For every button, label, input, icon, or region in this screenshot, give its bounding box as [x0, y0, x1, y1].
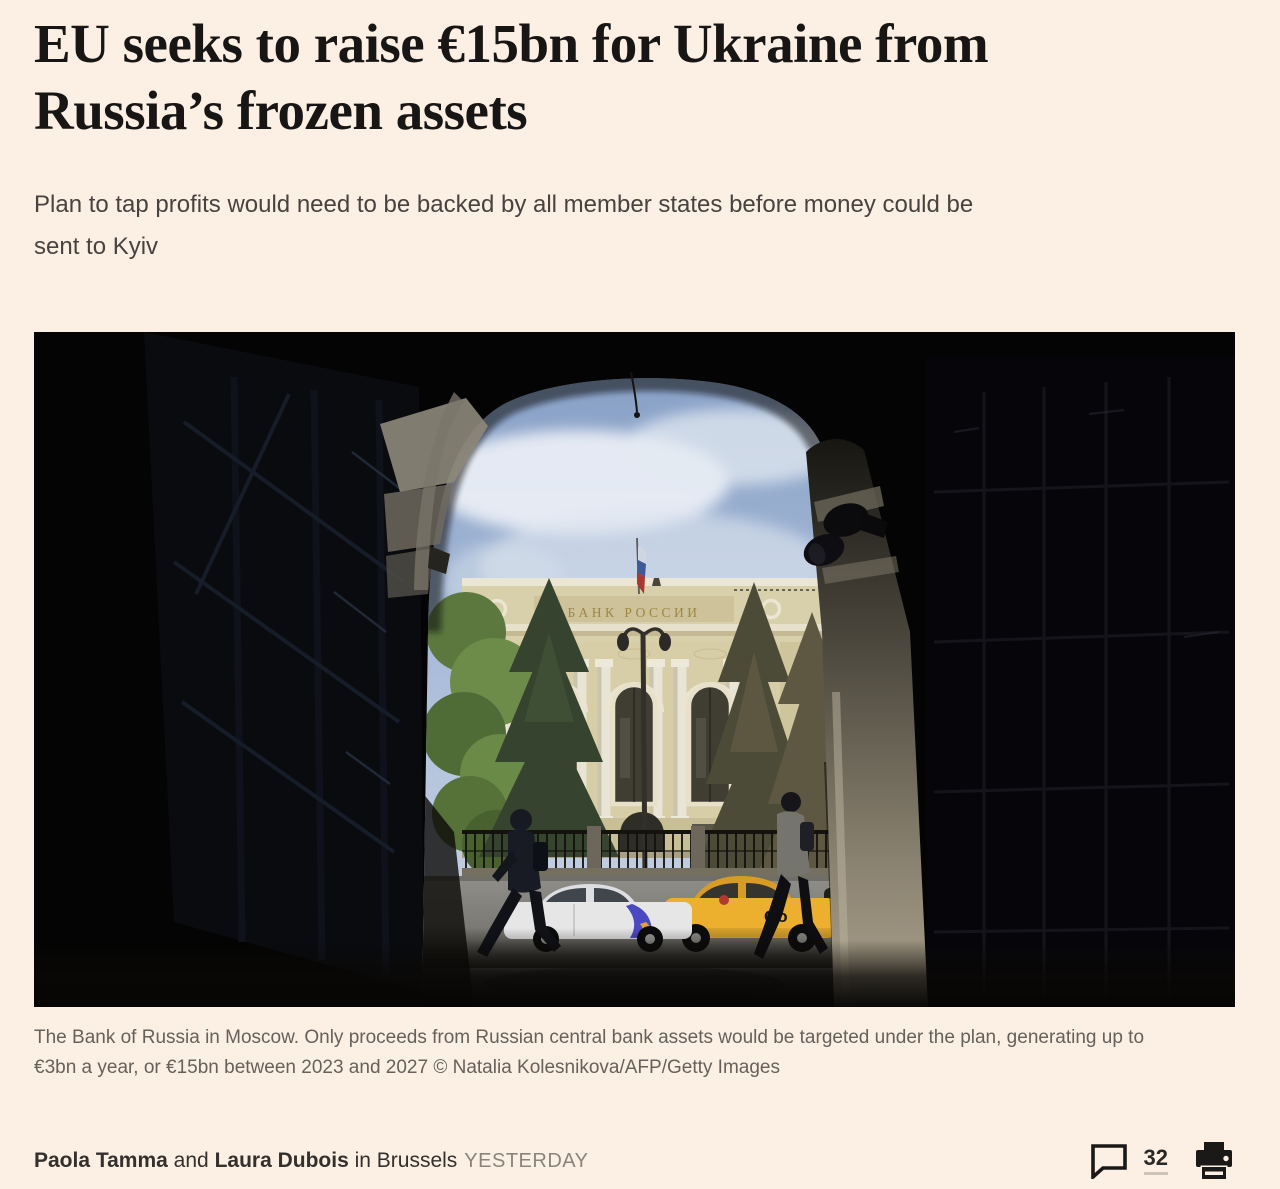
print-button[interactable]	[1194, 1141, 1235, 1180]
article-image: БАНК РОССИИ	[34, 332, 1235, 1007]
foreground-shadow	[34, 940, 1235, 1007]
bank-sign-text: БАНК РОССИИ	[567, 605, 700, 620]
printer-icon	[1196, 1142, 1232, 1179]
author-link-paola-tamma[interactable]: Paola Tamma	[34, 1148, 168, 1172]
bank-of-russia-photo: БАНК РОССИИ	[34, 332, 1235, 1007]
standfirst-line-2: sent to Kyiv	[34, 233, 159, 260]
russian-flag	[636, 537, 647, 595]
headline-line-2: Russia’s frozen assets	[34, 80, 528, 141]
right-gate-door	[927, 357, 1235, 1007]
article-standfirst: Plan to tap profits would need to be bac…	[34, 184, 1235, 268]
article-figure: БАНК РОССИИ	[34, 332, 1235, 1083]
left-gate-door	[144, 332, 424, 992]
street-lamp	[617, 627, 671, 878]
byline-connector: and	[167, 1148, 215, 1172]
pediment-dome	[652, 578, 661, 586]
byline: Paola Tamma and Laura Dubois in Brussels…	[34, 1149, 588, 1173]
caption-line-2: €3bn a year, or €15bn between 2023 and 2…	[34, 1057, 780, 1078]
byline-location: in Brussels	[348, 1148, 458, 1172]
curb	[422, 876, 852, 881]
archway-opening-scene: БАНК РОССИИ	[422, 378, 852, 1007]
article-timestamp: YESTERDAY	[464, 1149, 589, 1172]
hanging-wire	[630, 371, 640, 418]
article-headline: EU seeks to raise €15bn for Ukraine from…	[34, 10, 1235, 144]
image-caption: The Bank of Russia in Moscow. Only proce…	[34, 1023, 1235, 1083]
comment-count[interactable]: 32	[1143, 1146, 1168, 1175]
comment-bubble-icon	[1090, 1143, 1127, 1179]
headline-line-1: EU seeks to raise €15bn for Ukraine from	[34, 13, 989, 74]
caption-line-1: The Bank of Russia in Moscow. Only proce…	[34, 1027, 1145, 1048]
spotlight-fixture	[803, 503, 888, 566]
arch-stonework-left	[380, 392, 488, 598]
article-actions: 32	[1090, 1141, 1235, 1180]
article-meta-row: Paola Tamma and Laura Dubois in Brussels…	[34, 1141, 1235, 1180]
standfirst-line-1: Plan to tap profits would need to be bac…	[34, 191, 974, 218]
comments-button[interactable]	[1090, 1143, 1128, 1179]
author-link-laura-dubois[interactable]: Laura Dubois	[214, 1148, 349, 1172]
